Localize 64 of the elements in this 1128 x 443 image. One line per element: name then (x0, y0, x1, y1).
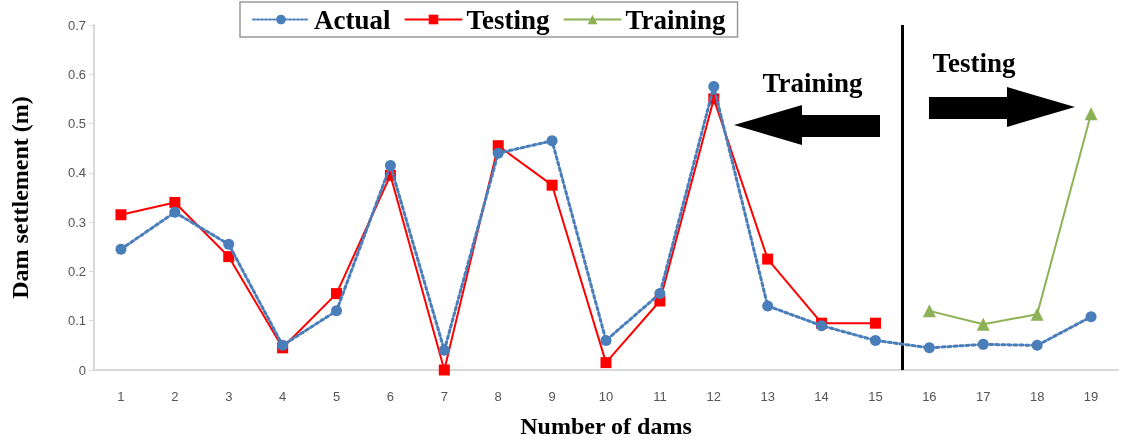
point (654, 288, 666, 300)
x-tick-label: 4 (279, 389, 287, 404)
point (1084, 107, 1098, 121)
point (492, 147, 504, 159)
point (708, 81, 720, 93)
point (223, 238, 235, 250)
point (546, 179, 558, 191)
y-tick-label: 0 (78, 362, 86, 378)
point (923, 342, 935, 354)
point (115, 209, 127, 221)
x-tick-label: 10 (598, 389, 614, 404)
point (438, 344, 450, 356)
y-tick-label: 0.6 (67, 66, 86, 82)
legend-label: Testing (466, 4, 551, 35)
point (600, 334, 612, 346)
point (762, 253, 774, 265)
point (384, 159, 396, 171)
x-tick-label: 9 (548, 389, 556, 404)
y-axis-title: Dam settlement (m) (7, 96, 33, 299)
x-tick-label: 16 (922, 389, 937, 404)
point (869, 334, 881, 346)
point (223, 251, 235, 263)
point (1031, 339, 1043, 351)
x-tick-label: 7 (440, 389, 448, 404)
point (331, 305, 343, 317)
point (869, 317, 881, 329)
x-tick-label: 12 (706, 389, 722, 404)
x-tick-label: 2 (171, 389, 179, 404)
x-tick-label: 1 (117, 389, 125, 404)
point (1085, 311, 1097, 323)
point (976, 317, 990, 331)
point (331, 288, 343, 300)
point (169, 196, 181, 208)
x-tick-label: 15 (868, 389, 883, 404)
x-tick-label: 3 (225, 389, 233, 404)
x-tick-label: 5 (332, 389, 341, 404)
y-tick-label: 0.4 (67, 165, 86, 181)
point (1030, 307, 1044, 321)
point (115, 243, 127, 255)
x-tick-label: 13 (760, 389, 775, 404)
x-tick-label: 6 (386, 389, 395, 404)
y-tick-label: 0.1 (67, 313, 86, 329)
x-tick-label: 8 (494, 389, 502, 404)
y-tick-label: 0.3 (67, 214, 86, 230)
annotation: Testing (932, 48, 1016, 79)
legend-label: Actual (314, 4, 391, 35)
point (169, 206, 181, 218)
annotation: Training (762, 68, 863, 99)
x-tick-label: 19 (1083, 389, 1099, 404)
point (977, 338, 989, 350)
x-tick-label: 17 (976, 389, 991, 404)
x-tick-label: 14 (814, 389, 829, 404)
x-tick-label: 11 (653, 389, 667, 404)
y-tick-label: 0.7 (67, 17, 86, 33)
x-tick-label: 18 (1029, 389, 1045, 404)
point (762, 300, 774, 312)
x-axis-title: Number of dams (520, 413, 692, 439)
y-tick-label: 0.5 (67, 116, 86, 132)
y-tick-label: 0.2 (67, 263, 86, 279)
point (438, 364, 450, 376)
legend-label: Training (625, 4, 727, 35)
point (600, 357, 612, 369)
point (922, 304, 936, 318)
point (546, 135, 558, 147)
